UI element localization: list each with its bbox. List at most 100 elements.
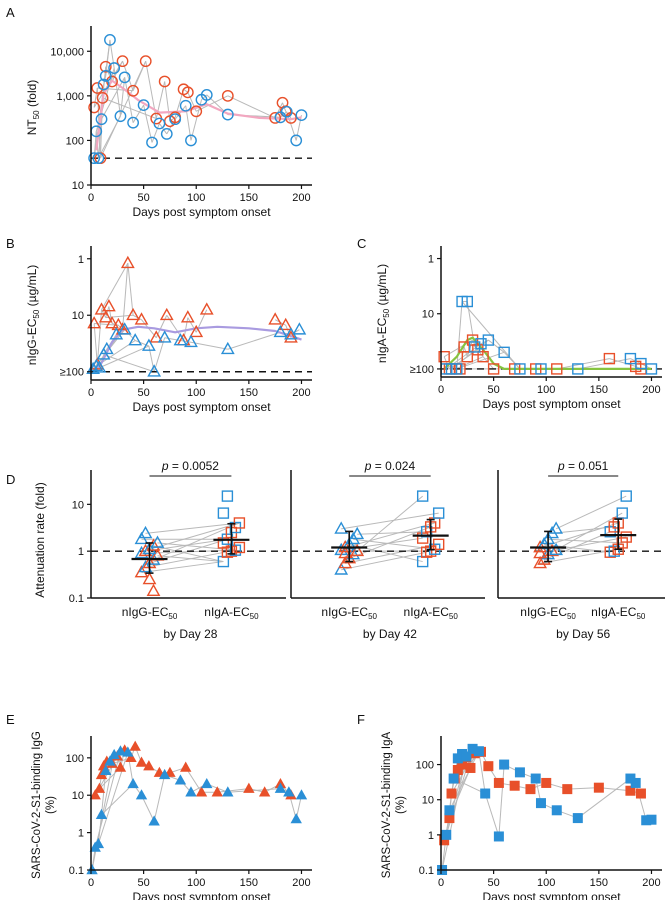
x-tick-label: 150 [240, 192, 258, 204]
pair-line [357, 531, 427, 535]
data-point-igg [142, 571, 157, 585]
data-point-red [190, 105, 203, 118]
connector-line [101, 262, 129, 311]
data-point-red [509, 780, 520, 791]
data-point-igg [549, 542, 563, 556]
x-tick-label: 150 [240, 387, 258, 399]
data-point-igg [533, 555, 547, 569]
data-point-iga [608, 521, 620, 533]
panel-label-c: C [357, 236, 366, 251]
data-point-red [139, 55, 152, 68]
data-point-blue [158, 768, 171, 780]
data-point-igg [545, 543, 559, 557]
y-tick-label: 10 [72, 790, 84, 802]
category-sub: 50 [168, 612, 177, 621]
x-tick-label: 0 [438, 877, 444, 889]
data-point-blue [104, 33, 116, 46]
category-label: nIgA-EC50 [591, 605, 646, 621]
data-point-blue [99, 341, 114, 355]
data-point-blue [173, 333, 188, 346]
category-sub: 50 [567, 612, 576, 621]
data-point-blue [88, 152, 101, 165]
panel-label-d: D [6, 472, 15, 487]
data-point-blue [86, 864, 98, 875]
connector-line [141, 795, 155, 822]
connector-line [598, 787, 631, 792]
data-point-blue [92, 360, 107, 373]
y-tick-label: ≥100 [410, 364, 434, 376]
connector-line [101, 783, 134, 816]
x-axis-label: Days post symptom onset [482, 397, 621, 411]
data-point-red [452, 765, 463, 776]
data-point-red [126, 307, 140, 321]
group-title: by Day 28 [163, 627, 217, 641]
y-axis-label-part: 50 [382, 308, 391, 317]
x-tick-label: 150 [590, 877, 608, 889]
y-axis-label: nIgG-EC50 (µg/mL) [25, 265, 41, 366]
connector-line [488, 339, 505, 353]
y-axis-label: SARS-CoV-2-S1-binding IgA [381, 731, 393, 878]
data-point-blue [473, 746, 484, 757]
data-point-red [269, 112, 282, 124]
data-point-blue [461, 295, 474, 308]
data-point-iga [217, 537, 230, 549]
category-name: nIgG-EC [122, 605, 169, 619]
p-symbol: p [557, 459, 565, 473]
data-point-red [625, 785, 636, 796]
category-label: nIgA-EC50 [204, 605, 259, 621]
connector-line [103, 354, 155, 373]
data-point-blue [290, 134, 303, 147]
data-point-iga [221, 490, 234, 502]
data-point-blue [280, 105, 293, 118]
x-tick-label: 200 [642, 384, 660, 396]
connector-line [113, 67, 121, 117]
connector-line [190, 341, 228, 350]
data-point-iga [616, 537, 628, 549]
data-point-blue [185, 134, 197, 147]
group-title: by Day 42 [363, 627, 417, 641]
data-point-blue [95, 808, 108, 819]
connector-line [97, 119, 103, 159]
data-point-blue [118, 71, 131, 84]
data-point-blue [141, 338, 156, 351]
y-tick-label: 1 [428, 830, 434, 842]
pair-line [555, 495, 627, 530]
data-point-blue [160, 128, 173, 140]
data-point-red [134, 312, 149, 325]
data-point-blue [122, 746, 134, 757]
category-sub: 50 [250, 612, 259, 621]
x-tick-label: 0 [88, 192, 94, 204]
data-point-blue [92, 837, 105, 849]
data-point-red [593, 782, 604, 793]
data-point-blue [535, 798, 546, 809]
x-tick-label: 100 [187, 877, 205, 889]
data-point-iga [233, 541, 246, 554]
data-point-red [603, 352, 616, 365]
data-point-blue [179, 99, 192, 112]
connector-line [295, 114, 302, 141]
y-tick-label: 100 [66, 753, 84, 765]
connector-line [477, 349, 484, 357]
data-point-igg [334, 562, 349, 575]
data-point-blue [498, 346, 510, 359]
p-number: = 0.051 [565, 459, 609, 473]
connector-line [448, 750, 480, 811]
data-point-igg [346, 547, 361, 560]
data-point-igg [350, 526, 365, 540]
pair-line [556, 536, 627, 551]
group-title: by Day 56 [556, 627, 610, 641]
connector-line [105, 306, 110, 318]
trend-curve [93, 325, 302, 372]
y-axis-label-part: SARS-CoV-2-S1-binding IgG [31, 731, 43, 879]
pair-line [149, 522, 240, 550]
x-tick-label: 200 [292, 387, 310, 399]
data-point-red [93, 782, 106, 793]
panel-d: Attenuation rate (fold) 0.1 1 10 p = 0.0052 n… [33, 459, 665, 641]
x-axis-label: Days post symptom onset [132, 205, 271, 219]
panel-a: 10 100 1,000 10,000 0 50 100 150 200 Days post sy… [25, 26, 312, 219]
data-point-red [465, 762, 476, 773]
data-point-iga [221, 546, 234, 558]
